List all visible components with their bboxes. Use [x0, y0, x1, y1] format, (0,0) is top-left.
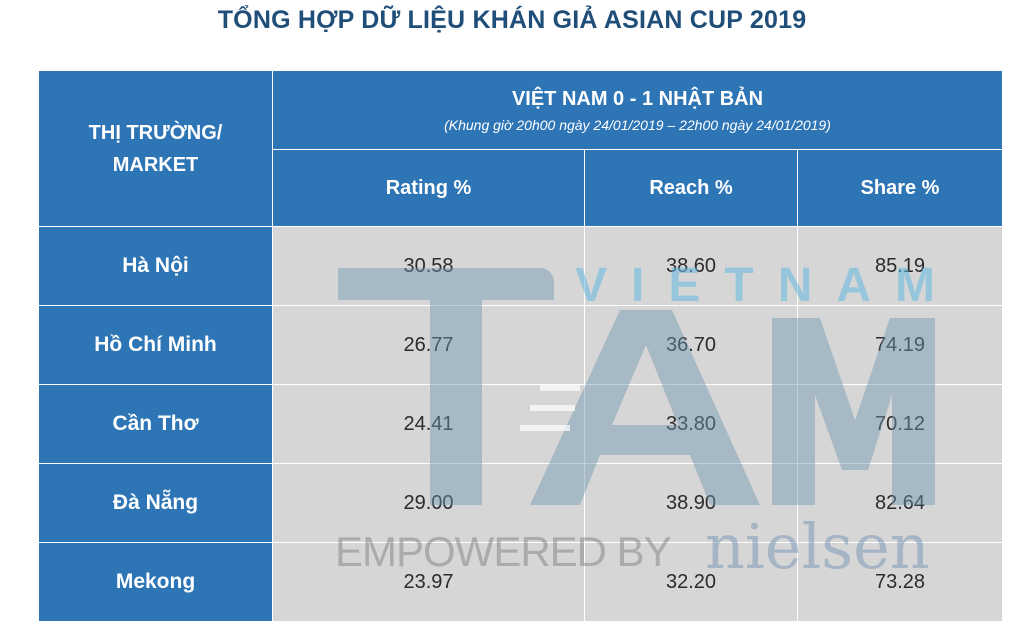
share-cell: 82.64 — [797, 463, 1003, 543]
column-header-reach: Reach % — [584, 149, 798, 227]
match-header: VIỆT NAM 0 - 1 NHẬT BẢN (Khung giờ 20h00… — [272, 70, 1003, 150]
share-cell: 70.12 — [797, 384, 1003, 464]
share-cell: 85.19 — [797, 226, 1003, 306]
market-cell: Mekong — [38, 542, 273, 622]
market-cell: Đà Nẵng — [38, 463, 273, 543]
share-cell: 74.19 — [797, 305, 1003, 385]
market-cell: Hồ Chí Minh — [38, 305, 273, 385]
page-title: TỔNG HỢP DỮ LIỆU KHÁN GIẢ ASIAN CUP 2019 — [217, 6, 807, 34]
audience-table: THỊ TRƯỜNG/ MARKET VIỆT NAM 0 - 1 NHẬT B… — [38, 70, 1003, 622]
reach-cell: 38.90 — [584, 463, 798, 543]
table-row: Hồ Chí Minh 26.77 36.70 74.19 — [38, 305, 1003, 385]
match-subtitle: (Khung giờ 20h00 ngày 24/01/2019 – 22h00… — [444, 116, 831, 133]
reach-cell: 33.80 — [584, 384, 798, 464]
rating-cell: 30.58 — [272, 226, 585, 306]
reach-cell: 36.70 — [584, 305, 798, 385]
table-row: Hà Nội 30.58 38.60 85.19 — [38, 226, 1003, 306]
table-row: Đà Nẵng 29.00 38.90 82.64 — [38, 463, 1003, 543]
market-cell: Cần Thơ — [38, 384, 273, 464]
table-row: Cần Thơ 24.41 33.80 70.12 — [38, 384, 1003, 464]
market-cell: Hà Nội — [38, 226, 273, 306]
market-header-line1: THỊ TRƯỜNG/ — [88, 121, 223, 144]
column-header-rating: Rating % — [272, 149, 585, 227]
match-title: VIỆT NAM 0 - 1 NHẬT BẢN — [511, 87, 764, 110]
reach-cell: 32.20 — [584, 542, 798, 622]
market-header: THỊ TRƯỜNG/ MARKET — [38, 70, 273, 227]
rating-cell: 29.00 — [272, 463, 585, 543]
rating-cell: 23.97 — [272, 542, 585, 622]
column-header-share: Share % — [797, 149, 1003, 227]
table-row: Mekong 23.97 32.20 73.28 — [38, 542, 1003, 622]
reach-cell: 38.60 — [584, 226, 798, 306]
share-cell: 73.28 — [797, 542, 1003, 622]
rating-cell: 24.41 — [272, 384, 585, 464]
market-header-line2: MARKET — [112, 153, 199, 176]
rating-cell: 26.77 — [272, 305, 585, 385]
